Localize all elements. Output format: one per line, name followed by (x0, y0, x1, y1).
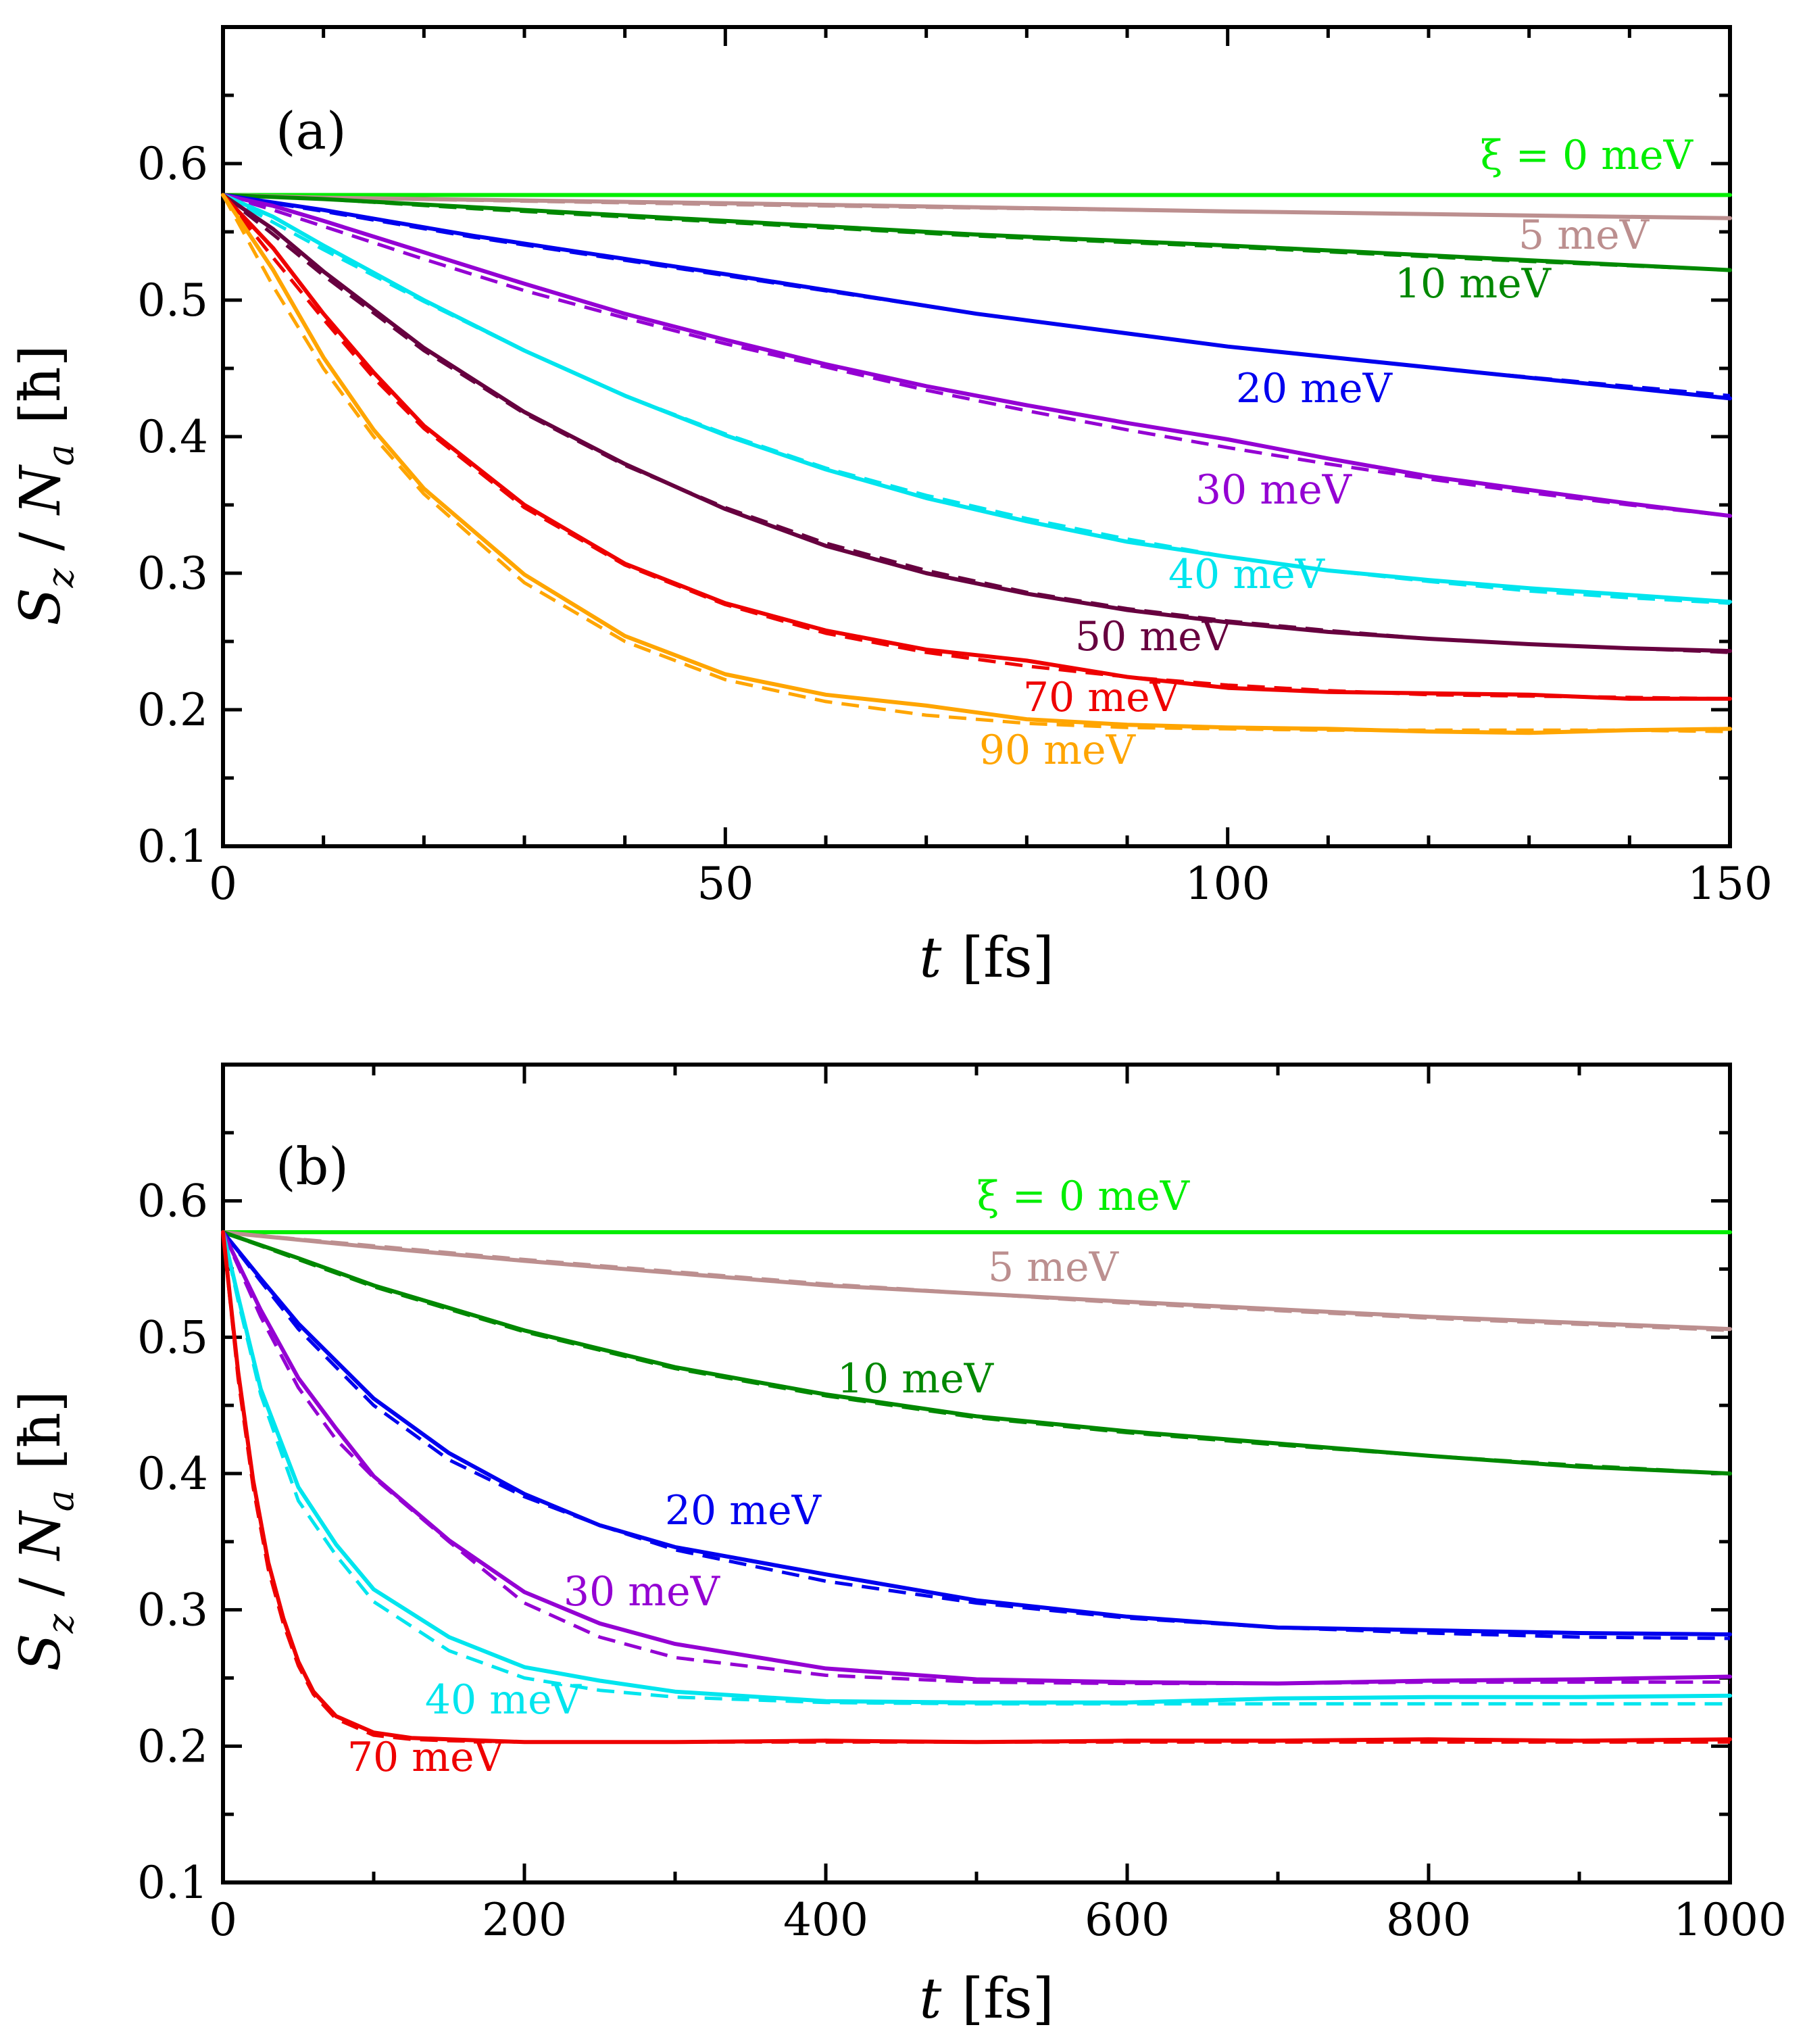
series-line-40-mev (221, 193, 1732, 604)
series-label-20-mev: 20 meV (665, 1487, 822, 1534)
series-fit-5-mev (222, 1230, 1731, 1332)
series-label-xi-0-mev: ξ = 0 meV (1481, 132, 1694, 179)
ylabel-sep: / (9, 514, 73, 568)
ylabel-unit: [ħ] (9, 1390, 73, 1469)
series-line-30-mev (221, 1230, 1732, 1686)
series-label-30-mev: 30 meV (564, 1568, 721, 1615)
series-label-30-mev: 30 meV (1195, 466, 1353, 514)
ylabel-sep: / (9, 1560, 73, 1614)
xlabel-t: t (919, 1967, 942, 2031)
svg-text:Sz / Na[ħ]: Sz / Na [ħ] (9, 345, 82, 625)
x-tick-label: 0 (209, 858, 237, 910)
series-line-10-mev (221, 1230, 1732, 1476)
series-line-50-mev (221, 193, 1732, 654)
x-axis-label-a: t [fs] (919, 926, 1054, 990)
y-axis-label-b: Sz / Na [ħ] (9, 1390, 82, 1671)
series-line-70-mev (221, 193, 1732, 701)
ylabel-s: S (9, 587, 73, 625)
panel-a: (a) Sz / Na [ħ] t [fs] 0 50 100 150 0.1 0.2 0.3 0… (9, 25, 1773, 990)
svg-text:Sz / Na[ħ]: Sz / Na [ħ] (9, 1390, 82, 1671)
series-label-40-mev: 40 meV (425, 1676, 583, 1724)
ylabel-a: a (39, 444, 82, 466)
y-tick-label: 0.2 (137, 1720, 208, 1772)
series-line-70-mev (221, 1230, 1732, 1745)
series-line-40-mev (221, 1230, 1732, 1705)
y-tick-label: 0.5 (137, 1311, 208, 1363)
panel-label-b: (b) (276, 1136, 349, 1196)
ylabel-n: N (9, 464, 73, 516)
y-tick-label: 0.6 (137, 138, 208, 190)
ylabel-z: z (39, 1613, 82, 1634)
x-tick-label: 1000 (1673, 1894, 1787, 1946)
x-tick-label: 50 (697, 858, 753, 910)
series-fit-40-mev (221, 1232, 1730, 1706)
x-tick-label: 100 (1185, 858, 1270, 910)
series-line-5-mev (221, 1230, 1732, 1332)
ylabel-unit: [ħ] (9, 345, 73, 424)
xlabel-unit: [fs] (962, 1967, 1054, 2031)
series-fit-30-mev (221, 1231, 1730, 1686)
series-label-90-mev: 90 meV (979, 727, 1137, 774)
panel-b: (b) Sz / Na [ħ] t [fs] 0 200 400 600 800 1000 0.… (9, 1063, 1787, 2031)
series-label-70-mev: 70 meV (347, 1734, 505, 1781)
x-tick-label: 400 (783, 1894, 868, 1946)
ylabel-z: z (39, 568, 82, 588)
series-label-40-mev: 40 meV (1168, 551, 1326, 598)
series-line-90-mev (221, 193, 1732, 735)
series-line-30-mev (221, 193, 1732, 518)
y-tick-label: 0.3 (137, 1584, 208, 1636)
series-fit-40-mev (222, 193, 1731, 605)
series-line-10-mev (221, 193, 1732, 272)
x-tick-label: 600 (1085, 1894, 1170, 1946)
x-tick-label: 150 (1687, 858, 1773, 910)
series-line-20-mev (221, 193, 1732, 401)
series-label-20-mev: 20 meV (1236, 365, 1393, 412)
panel-label-a: (a) (276, 101, 347, 161)
series-label-50-mev: 50 meV (1075, 613, 1233, 660)
ylabel-s: S (9, 1633, 73, 1671)
series-label-xi-0-mev: ξ = 0 meV (977, 1173, 1191, 1220)
x-tick-label: 800 (1386, 1894, 1471, 1946)
x-tick-label: 200 (482, 1894, 567, 1946)
y-tick-label: 0.5 (137, 274, 208, 326)
y-tick-label: 0.3 (137, 548, 208, 600)
ylabel-a: a (39, 1490, 82, 1511)
series-label-5-mev: 5 meV (1518, 212, 1650, 259)
y-tick-label: 0.4 (137, 411, 208, 463)
series-line-20-mev (221, 1230, 1732, 1636)
series-label-5-mev: 5 meV (988, 1244, 1120, 1291)
y-tick-label: 0.6 (137, 1175, 208, 1227)
series-fit-10-mev (222, 1230, 1731, 1476)
ylabel-n: N (9, 1509, 73, 1561)
x-tick-label: 0 (209, 1894, 237, 1946)
y-tick-label: 0.1 (137, 1857, 208, 1909)
y-axis-label-a: Sz / Na [ħ] (9, 345, 82, 625)
y-tick-label: 0.1 (137, 821, 208, 873)
series-label-10-mev: 10 meV (1395, 260, 1552, 308)
xlabel-unit: [fs] (962, 926, 1054, 990)
xlabel-t: t (919, 926, 942, 990)
y-tick-label: 0.4 (137, 1448, 208, 1500)
x-axis-label-b: t [fs] (919, 1967, 1054, 2031)
series-label-70-mev: 70 meV (1023, 674, 1181, 721)
series-fit-30-mev (222, 193, 1731, 518)
y-tick-label: 0.2 (137, 684, 208, 736)
series-label-10-mev: 10 meV (837, 1355, 995, 1403)
